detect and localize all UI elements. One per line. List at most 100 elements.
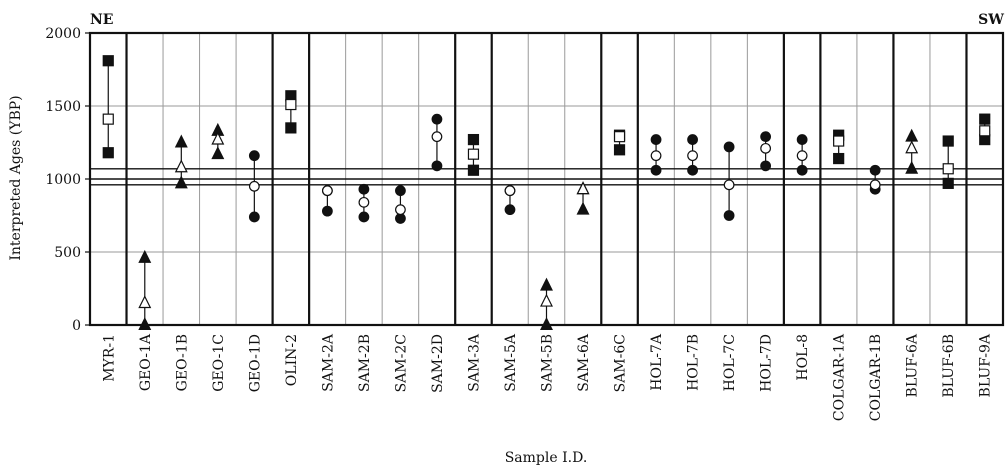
x-tick-label: HOL-7A: [649, 333, 665, 391]
x-tick-label: MYR-1: [101, 334, 117, 382]
sample-sam-6a: [576, 181, 590, 215]
upper-point: [650, 134, 662, 145]
sample-hol-8: [796, 134, 808, 176]
upper-point: [395, 185, 406, 197]
sample-colgar-1b: [869, 164, 881, 195]
x-tick-label: GEO-1C: [211, 334, 227, 392]
mid-point: [211, 131, 225, 145]
lower-point: [576, 201, 590, 215]
lower-point: [760, 160, 772, 172]
lower-point: [650, 164, 662, 176]
x-tick-label: GEO-1B: [174, 334, 190, 391]
x-tick-label: GEO-1D: [247, 334, 263, 392]
sample-olin-2: [285, 90, 297, 134]
sample-sam-6c: [613, 129, 626, 156]
x-tick-label: HOL-7B: [686, 334, 702, 391]
upper-point: [687, 134, 698, 145]
mid-point: [723, 179, 735, 191]
x-tick-label: COLGAR-1A: [832, 333, 848, 421]
x-axis-title: Sample I.D.: [505, 450, 588, 466]
y-tick-label: 1000: [45, 172, 81, 188]
sample-hol-7d: [760, 131, 772, 172]
upper-point: [102, 55, 114, 67]
sample-hol-7c: [723, 141, 735, 221]
upper-point: [869, 164, 881, 176]
mid-point: [796, 150, 808, 162]
upper-point: [540, 277, 553, 291]
lower-point: [174, 175, 188, 189]
x-tick-label: SAM-5A: [503, 333, 519, 392]
sample-myr-1: [102, 55, 114, 159]
corner-label-ne: NE: [90, 12, 113, 28]
y-tick-labels: 0 500 1000 1500 2000: [45, 26, 90, 334]
sample-colgar-1a: [833, 129, 845, 165]
lower-point: [211, 146, 225, 160]
y-tick-label: 2000: [45, 26, 81, 42]
y-tick-label: 500: [54, 245, 81, 261]
lower-point: [321, 205, 333, 217]
x-tick-labels: MYR-1 GEO-1A GEO-1B GEO-1C GEO-1D OLIN-2 SAM-2…: [101, 333, 993, 421]
lower-point: [431, 160, 443, 172]
lower-point: [102, 147, 114, 159]
frame-layer: [88, 31, 1005, 327]
sample-sam-2a: [321, 185, 333, 217]
mid-point: [979, 125, 991, 137]
sample-sam-5a: [504, 185, 516, 216]
mid-point: [248, 180, 260, 192]
upper-point: [979, 113, 991, 125]
x-tick-label: SAM-5B: [540, 334, 556, 392]
x-tick-label: SAM-6A: [576, 333, 592, 392]
sample-bluf-6a: [905, 128, 919, 174]
lower-point: [796, 164, 808, 176]
x-tick-label: SAM-6C: [613, 334, 629, 392]
x-tick-label: BLUF-9A: [978, 333, 994, 397]
y-tick-label: 1500: [45, 99, 81, 115]
mid-point: [174, 159, 188, 173]
sample-hol-7a: [650, 134, 662, 176]
data-layer: [102, 55, 991, 330]
sample-geo-1b: [174, 134, 188, 189]
mid-point: [576, 181, 590, 195]
mid-point: [395, 204, 406, 216]
upper-point: [174, 134, 188, 148]
mid-point: [467, 148, 480, 160]
sample-hol-7b: [687, 134, 698, 176]
mid-point: [138, 295, 152, 309]
x-tick-label: HOL-7D: [759, 334, 775, 392]
upper-point: [760, 131, 772, 143]
sample-geo-1d: [248, 150, 260, 223]
mid-point: [650, 150, 662, 162]
upper-point: [431, 113, 443, 125]
mid-point: [540, 293, 553, 307]
mid-point: [687, 150, 698, 162]
lower-point: [905, 160, 919, 174]
upper-point: [138, 249, 152, 263]
y-axis-title: Interpreted Ages (YBP): [8, 95, 24, 260]
mid-point: [504, 185, 516, 197]
x-tick-label: HOL-8: [795, 334, 811, 381]
lower-point: [942, 177, 954, 189]
upper-point: [723, 141, 735, 153]
sample-sam-2d: [431, 113, 443, 172]
lower-point: [613, 144, 626, 156]
sample-sam-2b: [358, 183, 370, 223]
mid-point: [321, 185, 333, 197]
lower-point: [723, 210, 735, 221]
lower-point: [833, 152, 845, 165]
lower-point: [358, 211, 370, 223]
lower-point: [285, 122, 297, 134]
x-tick-label: OLIN-2: [284, 334, 300, 386]
upper-point: [358, 183, 370, 195]
mid-point: [102, 113, 114, 125]
x-tick-label: HOL-7C: [722, 334, 738, 391]
x-tick-label: SAM-2C: [393, 334, 409, 392]
sample-bluf-9a: [979, 113, 991, 146]
mid-point: [613, 131, 626, 143]
upper-point: [467, 133, 480, 146]
sample-sam-5b: [540, 277, 553, 330]
sample-geo-1a: [138, 249, 152, 330]
lower-point: [504, 204, 516, 216]
x-tick-label: GEO-1A: [138, 333, 154, 391]
lower-point: [687, 164, 698, 176]
